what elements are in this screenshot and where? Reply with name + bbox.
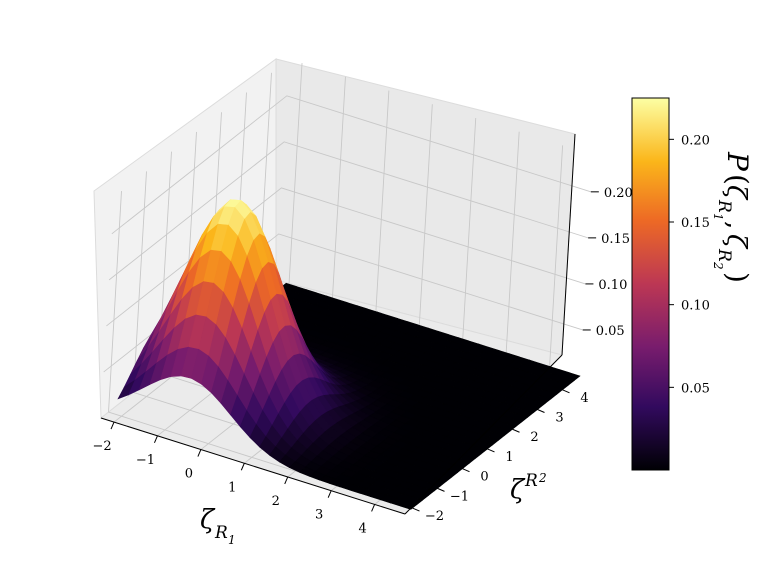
z-tick-label: 0.05 xyxy=(596,324,625,339)
y-tick-mark xyxy=(487,448,495,453)
grid-line-z xyxy=(106,187,586,327)
colorbar-tick-label: 0.20 xyxy=(681,133,710,148)
y-tick-label: 2 xyxy=(530,430,538,445)
svg-text:R: R xyxy=(714,199,734,213)
svg-text:(: ( xyxy=(721,174,754,185)
x-tick-label: −1 xyxy=(136,453,155,468)
x-tick-mark xyxy=(240,463,245,471)
y-tick-label: 0 xyxy=(480,470,488,485)
axis-ticks: −2 −1 0 1 2 3 4 −2 −1 0 1 2 3 4 0.05 0.10 0.15 0.20 xyxy=(92,186,632,537)
z-tick-label: 0.15 xyxy=(601,232,630,247)
grid-line-z xyxy=(111,95,591,235)
y-tick-mark xyxy=(512,428,520,433)
x-tick-label: −2 xyxy=(92,439,111,454)
y-tick-label: 3 xyxy=(555,411,563,426)
x-tick-label: 1 xyxy=(228,480,236,495)
svg-text:R: R xyxy=(714,248,734,262)
y-tick-mark xyxy=(412,507,420,512)
x-tick-mark xyxy=(153,435,158,444)
z-axis-line xyxy=(561,133,576,356)
svg-text:R: R xyxy=(524,471,538,491)
svg-text:2: 2 xyxy=(711,261,725,270)
z-tick-label: 0.10 xyxy=(598,278,627,293)
svg-text:2: 2 xyxy=(538,471,547,485)
surface-plot xyxy=(117,199,581,510)
x-tick-label: 4 xyxy=(358,521,366,536)
y-tick-mark xyxy=(462,468,470,473)
colorbar-tick-label: 0.05 xyxy=(681,381,710,396)
y-tick-mark xyxy=(537,409,545,413)
svg-text:R: R xyxy=(214,523,228,543)
x-tick-label: 2 xyxy=(272,494,280,509)
x-axis-line xyxy=(100,417,406,515)
svg-text:): ) xyxy=(721,272,754,283)
x-tick-mark xyxy=(110,421,115,430)
colorbar xyxy=(631,97,670,471)
y-tick-mark xyxy=(437,487,445,492)
y-axis-line xyxy=(404,354,563,515)
z-tick-label: 0.20 xyxy=(604,186,633,201)
x-tick-label: 0 xyxy=(185,467,193,482)
grid-line-z xyxy=(108,141,589,281)
colorbar-tick-label: 0.10 xyxy=(681,299,710,314)
svg-text:ζ: ζ xyxy=(510,475,526,505)
y-tick-label: −2 xyxy=(425,509,444,524)
x-tick-mark xyxy=(197,449,202,457)
svg-text:ζ: ζ xyxy=(721,185,751,201)
y-axis-label: ζ R 2 xyxy=(510,471,547,505)
y-tick-label: 1 xyxy=(505,450,513,465)
y-tick-label: −1 xyxy=(450,489,469,504)
svg-text:,: , xyxy=(721,221,751,229)
colorbar-ticks: 0.05 0.10 0.15 0.20 xyxy=(669,133,710,396)
x-tick-mark xyxy=(327,490,332,498)
svg-text:ζ: ζ xyxy=(200,505,216,535)
surface-patch xyxy=(400,501,418,510)
y-tick-label: 4 xyxy=(580,391,588,406)
colorbar-tick-label: 0.15 xyxy=(681,216,710,231)
svg-text:1: 1 xyxy=(711,213,725,221)
svg-text:P: P xyxy=(721,151,754,172)
y-tick-mark xyxy=(562,389,570,394)
colorbar-label: P ( ζ R 1 , ζ R 2 ) xyxy=(711,151,754,283)
x-tick-mark xyxy=(371,504,376,512)
x-axis-label: ζ R 1 xyxy=(200,505,236,547)
x-tick-label: 3 xyxy=(315,508,323,523)
svg-text:1: 1 xyxy=(228,533,236,547)
x-tick-mark xyxy=(284,476,289,485)
svg-text:ζ: ζ xyxy=(721,234,751,250)
